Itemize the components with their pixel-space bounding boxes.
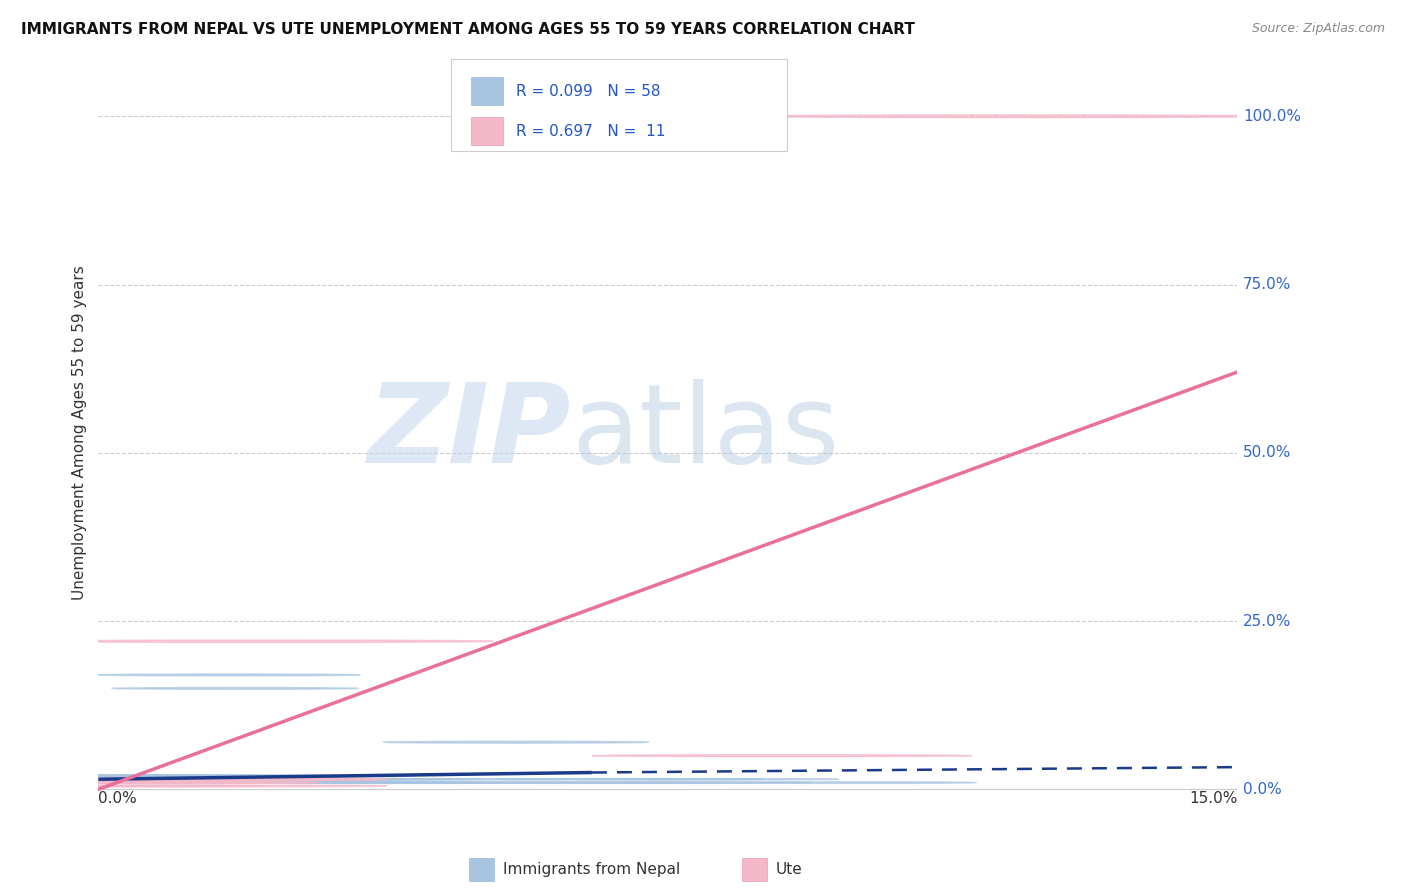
Text: 75.0%: 75.0% (1243, 277, 1291, 292)
Ellipse shape (336, 782, 544, 783)
Ellipse shape (56, 781, 292, 783)
Text: 25.0%: 25.0% (1243, 614, 1291, 629)
Ellipse shape (70, 779, 278, 780)
Text: 15.0%: 15.0% (1189, 790, 1237, 805)
Ellipse shape (111, 688, 359, 690)
Ellipse shape (32, 782, 240, 783)
Ellipse shape (170, 782, 360, 783)
Ellipse shape (233, 779, 404, 780)
Ellipse shape (45, 779, 380, 780)
Ellipse shape (25, 779, 263, 780)
Ellipse shape (44, 775, 214, 776)
Ellipse shape (574, 779, 763, 780)
Text: ZIP: ZIP (367, 379, 571, 486)
Ellipse shape (146, 775, 354, 777)
FancyBboxPatch shape (451, 59, 787, 152)
Text: 50.0%: 50.0% (1243, 445, 1291, 460)
Ellipse shape (602, 782, 810, 783)
Ellipse shape (35, 782, 207, 783)
Text: Immigrants from Nepal: Immigrants from Nepal (503, 862, 681, 877)
Ellipse shape (70, 779, 308, 780)
Text: IMMIGRANTS FROM NEPAL VS UTE UNEMPLOYMENT AMONG AGES 55 TO 59 YEARS CORRELATION : IMMIGRANTS FROM NEPAL VS UTE UNEMPLOYMEN… (21, 22, 915, 37)
Ellipse shape (222, 782, 430, 783)
Ellipse shape (262, 779, 451, 780)
Ellipse shape (173, 782, 343, 783)
Ellipse shape (82, 782, 252, 783)
FancyBboxPatch shape (471, 117, 503, 145)
Ellipse shape (284, 781, 520, 783)
Ellipse shape (0, 778, 349, 780)
Ellipse shape (108, 779, 316, 780)
FancyBboxPatch shape (468, 857, 494, 881)
Y-axis label: Unemployment Among Ages 55 to 59 years: Unemployment Among Ages 55 to 59 years (72, 265, 87, 600)
Ellipse shape (222, 781, 460, 783)
Ellipse shape (176, 779, 385, 780)
Ellipse shape (384, 779, 574, 780)
Text: R = 0.697   N =  11: R = 0.697 N = 11 (516, 124, 666, 139)
Ellipse shape (35, 775, 253, 777)
Ellipse shape (512, 781, 748, 783)
Ellipse shape (34, 782, 224, 783)
Ellipse shape (83, 785, 387, 787)
Ellipse shape (0, 778, 380, 780)
Ellipse shape (42, 775, 232, 777)
Ellipse shape (744, 115, 1275, 118)
Ellipse shape (65, 779, 254, 780)
Text: 0.0%: 0.0% (1243, 782, 1282, 797)
Ellipse shape (55, 782, 263, 783)
Text: atlas: atlas (571, 379, 839, 486)
Ellipse shape (384, 741, 650, 743)
Ellipse shape (0, 781, 311, 783)
Text: 0.0%: 0.0% (98, 790, 138, 805)
Ellipse shape (100, 782, 309, 783)
Ellipse shape (177, 775, 415, 777)
Ellipse shape (38, 640, 494, 642)
Text: R = 0.099   N = 58: R = 0.099 N = 58 (516, 84, 661, 99)
Text: 100.0%: 100.0% (1243, 109, 1301, 124)
Ellipse shape (45, 775, 197, 776)
Ellipse shape (292, 779, 482, 780)
Ellipse shape (498, 779, 688, 780)
Ellipse shape (66, 775, 238, 776)
Ellipse shape (77, 779, 287, 780)
FancyBboxPatch shape (471, 78, 503, 105)
Ellipse shape (125, 782, 315, 783)
Text: Ute: Ute (776, 862, 803, 877)
Ellipse shape (87, 782, 277, 783)
Ellipse shape (120, 779, 290, 780)
FancyBboxPatch shape (742, 857, 766, 881)
Ellipse shape (56, 782, 246, 783)
Ellipse shape (42, 782, 184, 783)
Ellipse shape (267, 782, 477, 783)
Ellipse shape (217, 782, 406, 783)
Ellipse shape (0, 778, 387, 780)
Ellipse shape (94, 674, 360, 676)
Ellipse shape (650, 779, 839, 780)
Ellipse shape (103, 775, 292, 777)
Text: Source: ZipAtlas.com: Source: ZipAtlas.com (1251, 22, 1385, 36)
Ellipse shape (72, 775, 262, 777)
Ellipse shape (592, 755, 972, 756)
Ellipse shape (0, 781, 319, 783)
Ellipse shape (0, 785, 266, 787)
Ellipse shape (118, 782, 308, 783)
Ellipse shape (194, 782, 384, 783)
Ellipse shape (89, 775, 260, 776)
Ellipse shape (200, 779, 408, 780)
Ellipse shape (111, 782, 283, 783)
Ellipse shape (94, 782, 284, 783)
Ellipse shape (740, 781, 976, 783)
Ellipse shape (148, 782, 337, 783)
Ellipse shape (450, 782, 658, 783)
